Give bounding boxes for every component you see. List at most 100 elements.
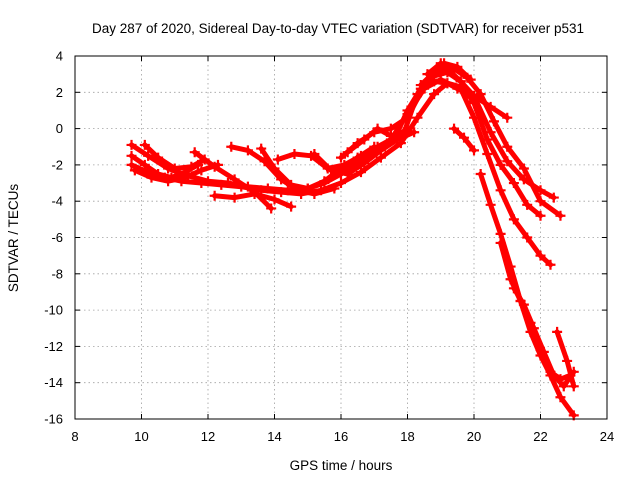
data-point	[562, 355, 573, 366]
y-tick-label: 2	[56, 85, 63, 100]
data-point	[402, 105, 413, 116]
data-point	[326, 165, 337, 176]
x-tick-label: 22	[533, 429, 547, 444]
data-point	[209, 161, 220, 172]
data-point	[508, 283, 519, 294]
data-point	[535, 210, 546, 221]
data-point	[495, 185, 506, 196]
data-point	[449, 123, 460, 134]
data-point	[555, 210, 566, 221]
data-point	[229, 174, 240, 185]
data-point	[449, 63, 460, 74]
data-point	[548, 370, 559, 381]
x-tick-label: 8	[71, 429, 78, 444]
data-point	[455, 76, 466, 87]
data-point	[375, 145, 386, 156]
data-point	[289, 149, 300, 160]
data-point	[369, 127, 380, 138]
data-point	[508, 178, 519, 189]
data-point	[126, 159, 137, 170]
x-tick-label: 10	[134, 429, 148, 444]
y-tick-label: -16	[44, 412, 63, 427]
y-tick-label: -12	[44, 339, 63, 354]
series-16	[422, 58, 566, 221]
series-line	[212, 191, 294, 210]
series-line	[425, 60, 563, 219]
data-point	[269, 194, 280, 205]
x-tick-label: 16	[334, 429, 348, 444]
data-point	[429, 76, 440, 87]
data-point	[355, 150, 366, 161]
data-point	[482, 149, 493, 160]
y-tick-label: 0	[56, 121, 63, 136]
data-point	[485, 127, 496, 138]
data-point	[442, 78, 453, 89]
data-point	[336, 178, 346, 189]
x-tick-label: 12	[201, 429, 215, 444]
data-point	[385, 123, 396, 134]
data-point	[508, 214, 519, 225]
data-point	[505, 274, 516, 285]
data-point	[359, 158, 370, 169]
data-point	[409, 127, 420, 138]
data-point	[179, 172, 190, 183]
data-point	[146, 172, 157, 183]
series-5	[129, 159, 223, 187]
data-point	[522, 232, 533, 243]
series-19	[495, 237, 576, 385]
data-point	[169, 163, 180, 174]
data-point	[389, 134, 400, 145]
series-line	[129, 153, 201, 181]
data-point	[435, 58, 446, 69]
data-point	[266, 203, 277, 214]
series-layer	[126, 58, 579, 421]
data-point	[522, 199, 533, 210]
data-point	[336, 152, 346, 163]
data-point	[475, 168, 486, 179]
data-point	[139, 139, 150, 150]
data-point	[189, 147, 200, 158]
x-tick-label: 14	[267, 429, 281, 444]
data-point	[528, 323, 539, 334]
data-point	[276, 187, 287, 198]
y-tick-label: -10	[44, 303, 63, 318]
data-point	[535, 250, 546, 261]
data-point	[535, 196, 546, 207]
data-point	[429, 89, 440, 100]
data-point	[459, 132, 470, 143]
data-point	[502, 112, 513, 123]
data-point	[329, 183, 340, 194]
data-point	[256, 143, 267, 154]
data-point	[229, 192, 240, 203]
chart-title: Day 287 of 2020, Sidereal Day-to-day VTE…	[92, 21, 584, 36]
x-tick-label: 24	[600, 429, 614, 444]
y-tick-label: -6	[51, 230, 63, 245]
series-9	[209, 188, 297, 212]
data-point	[422, 69, 433, 80]
data-point	[502, 141, 513, 152]
data-point	[462, 72, 473, 83]
data-point	[495, 237, 506, 248]
series-4	[139, 139, 210, 174]
data-point	[129, 165, 140, 176]
series-17	[449, 123, 479, 156]
data-point	[319, 176, 330, 187]
y-tick-label: -2	[51, 157, 63, 172]
data-point	[555, 392, 566, 403]
x-tick-label: 20	[467, 429, 481, 444]
data-point	[286, 201, 297, 212]
data-point	[196, 178, 207, 189]
data-point	[558, 381, 569, 392]
data-point	[399, 127, 410, 138]
data-point	[352, 138, 363, 149]
data-point	[469, 112, 479, 123]
data-point	[286, 179, 297, 190]
data-point	[495, 228, 506, 239]
data-point	[272, 154, 283, 165]
data-point	[538, 346, 549, 357]
data-point	[139, 159, 150, 170]
data-point	[216, 179, 227, 190]
data-point	[242, 145, 253, 156]
data-point	[143, 150, 154, 161]
